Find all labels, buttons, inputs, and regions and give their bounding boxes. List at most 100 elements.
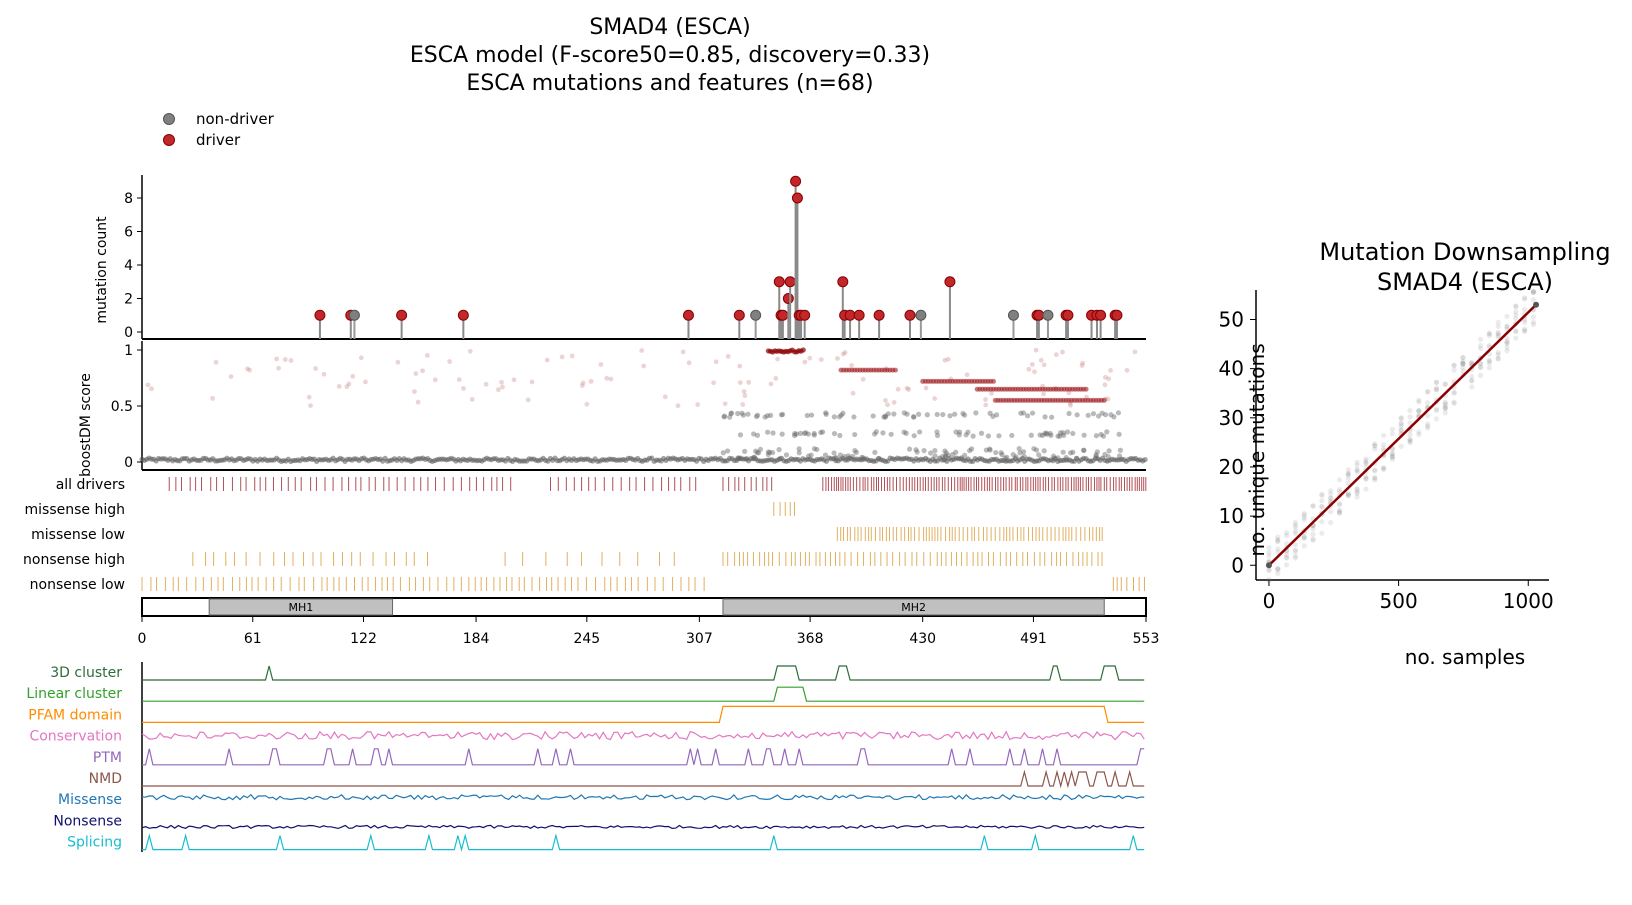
downsampling-point [1504, 324, 1510, 330]
downsampling-point [1372, 477, 1378, 483]
boostdm-point [744, 455, 750, 462]
boostdm-point [952, 411, 958, 417]
downsampling-point [1407, 431, 1413, 438]
boostdm-point [1105, 396, 1111, 402]
boostdm-point [904, 411, 910, 417]
boostdm-point [149, 386, 154, 392]
boostdm-point [793, 431, 800, 437]
downsampling-point [1451, 399, 1457, 405]
boostdm-point [833, 455, 839, 461]
boostdm-point [823, 411, 829, 417]
boostdm-point [1073, 455, 1080, 461]
downsampling-point [1328, 495, 1334, 501]
downsampling-point [1354, 494, 1360, 500]
feature-track-line [141, 730, 1145, 741]
boostdm-point [1067, 450, 1074, 456]
downsampling-title-line-2: SMAD4 (ESCA) [1377, 268, 1553, 296]
downsampling-point [1266, 577, 1272, 583]
boostdm-point [911, 414, 917, 420]
boostdm-point [888, 431, 894, 437]
downsampling-point [1451, 367, 1457, 373]
downsampling-point [1533, 301, 1540, 308]
mutation-count-ylabel: mutation count [94, 216, 110, 324]
downsampling-point [1275, 566, 1281, 573]
downsampling-point [1460, 361, 1466, 367]
boostdm-point [800, 347, 806, 353]
boostdm-point [1041, 362, 1047, 368]
boostdm-point [1093, 433, 1099, 439]
boostdm-point [447, 359, 453, 364]
x-tick-label: 0 [138, 631, 147, 647]
downsampling-point [1477, 372, 1484, 378]
boostdm-point [996, 433, 1002, 439]
x-tick-label: 184 [463, 631, 490, 647]
downsampling-point [1283, 532, 1290, 539]
downsampling-point [1275, 536, 1281, 542]
downsampling-point [1292, 555, 1299, 561]
boostdm-point [1036, 452, 1042, 458]
downsampling-point [1319, 503, 1325, 510]
downsampling-point [1442, 399, 1448, 405]
boostdm-point [924, 412, 930, 418]
downsampling-point [1495, 356, 1501, 362]
boostdm-point [608, 376, 614, 382]
downsampling-point [1522, 306, 1528, 313]
non-driver-lollipop-head [915, 309, 927, 321]
downsampling-y-tick-label: 20 [1219, 455, 1244, 479]
downsampling-point [1345, 480, 1351, 487]
downsampling-point [1451, 390, 1457, 396]
downsampling-point [1372, 441, 1378, 447]
downsampling-point [1389, 453, 1395, 459]
downsampling-y-tick-label: 10 [1219, 504, 1244, 528]
downsampling-point [1495, 351, 1501, 358]
downsampling-point [1442, 402, 1448, 408]
boostdm-point [942, 357, 948, 363]
boostdm-point [1100, 433, 1107, 439]
boostdm-point [461, 386, 466, 391]
legend-driver-marker [163, 134, 175, 146]
boostdm-point [1063, 454, 1069, 461]
downsampling-point [1442, 405, 1448, 411]
boostdm-point [742, 393, 748, 399]
downsampling-point [1504, 344, 1510, 351]
boostdm-point [945, 356, 951, 362]
x-tick-label: 307 [686, 631, 713, 647]
downsampling-point [1425, 413, 1431, 419]
boostdm-point [363, 379, 368, 385]
boostdm-point [725, 448, 731, 454]
boostdm-point [1041, 391, 1046, 397]
downsampling-point [1486, 331, 1492, 337]
boostdm-point [1101, 397, 1107, 403]
downsampling-point [1398, 420, 1404, 426]
feature-track-line [142, 769, 1145, 789]
boostdm-point [903, 430, 909, 436]
downsampling-point [1522, 295, 1528, 301]
boostdm-point [805, 453, 812, 459]
boostdm-point [598, 362, 604, 367]
downsampling-point [1460, 354, 1466, 361]
boostdm-point [1117, 447, 1124, 453]
downsampling-point [1292, 519, 1299, 526]
boostdm-point [511, 377, 517, 383]
downsampling-point [1275, 566, 1281, 572]
boostdm-point [973, 410, 979, 416]
feature-track-label: Conservation [29, 729, 122, 745]
boostdm-point [711, 380, 717, 386]
boostdm-point [529, 379, 535, 385]
boostdm-point [873, 429, 879, 435]
boostdm-point [344, 384, 350, 390]
downsampling-point [1407, 420, 1413, 426]
downsampling-point [1504, 313, 1510, 320]
feature-track-line [142, 705, 1145, 723]
downsampling-point [1354, 486, 1360, 492]
downsampling-point [1469, 378, 1475, 384]
downsampling-point [1363, 474, 1369, 480]
boostdm-point [917, 429, 923, 435]
downsampling-point [1336, 508, 1343, 514]
downsampling-point [1469, 359, 1475, 365]
downsampling-point [1477, 336, 1484, 342]
boostdm-point [754, 432, 761, 438]
downsampling-point [1398, 427, 1404, 433]
boostdm-point [469, 396, 475, 402]
boostdm-point [990, 413, 996, 419]
